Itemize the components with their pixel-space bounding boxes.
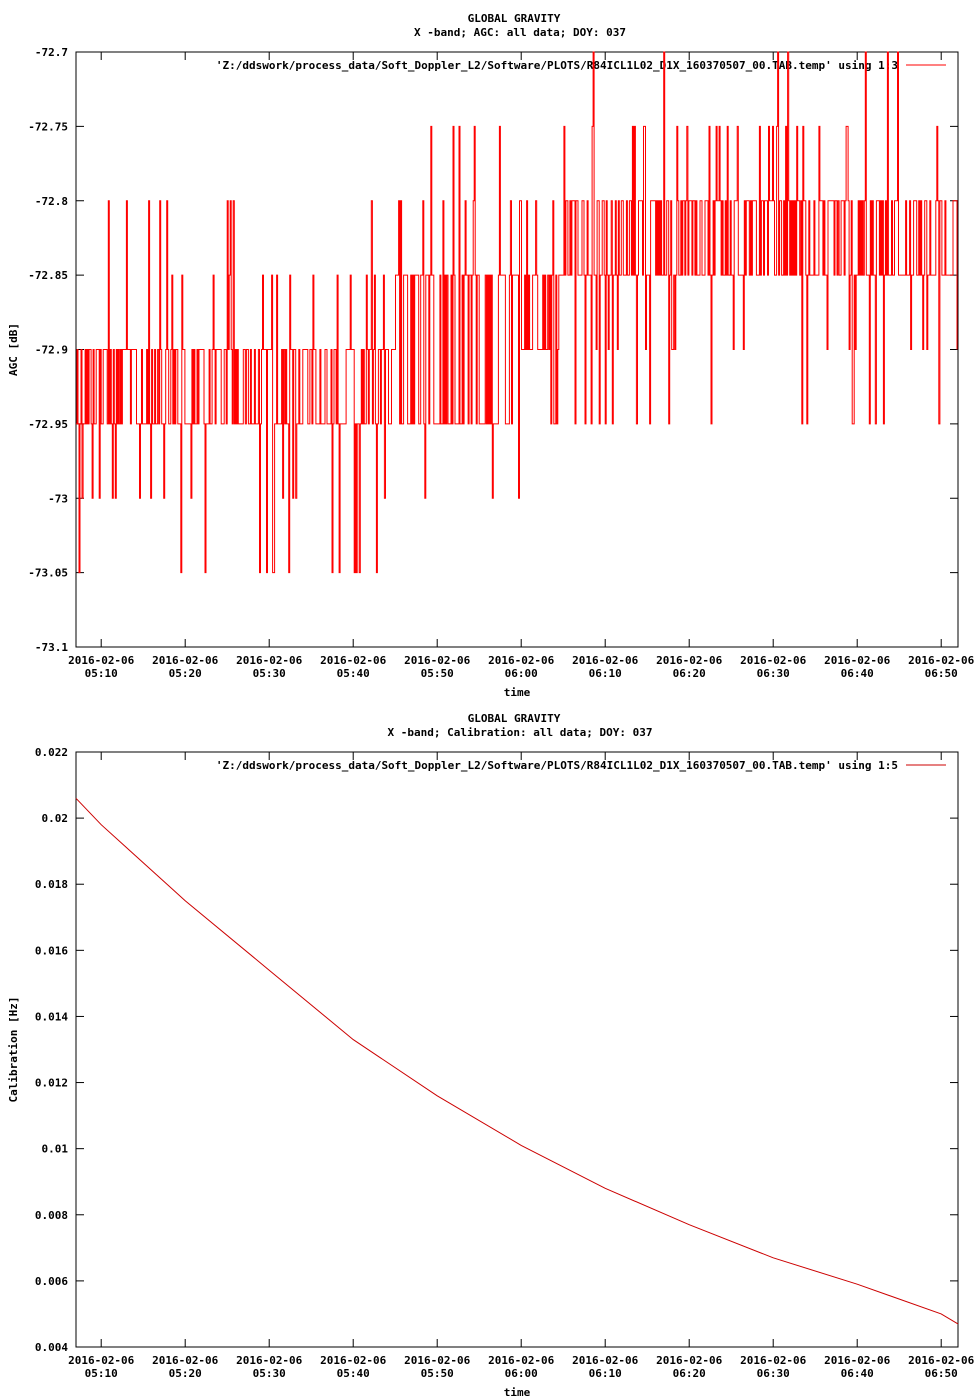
x-tick-time: 05:40	[337, 1367, 370, 1380]
x-tick-time: 06:00	[505, 667, 538, 680]
x-tick-date: 2016-02-06	[572, 1354, 639, 1367]
x-tick-date: 2016-02-06	[68, 654, 135, 667]
data-series-line	[76, 51, 958, 574]
x-tick-date: 2016-02-06	[488, 654, 555, 667]
x-tick-time: 05:50	[421, 667, 454, 680]
x-tick-time: 06:30	[757, 667, 790, 680]
x-tick-time: 05:20	[169, 1367, 202, 1380]
y-tick-label: -72.85	[28, 269, 68, 282]
x-tick-time: 06:10	[589, 667, 622, 680]
y-tick-label: -73.1	[35, 641, 68, 654]
y-tick-label: 0.022	[35, 746, 68, 759]
y-tick-label: -72.7	[35, 46, 68, 59]
y-tick-label: -72.75	[28, 120, 68, 133]
plot-frame	[75, 51, 959, 648]
x-tick-date: 2016-02-06	[908, 654, 975, 667]
x-tick-date: 2016-02-06	[740, 654, 807, 667]
x-tick-date: 2016-02-06	[656, 1354, 723, 1367]
chart-subtitle: X -band; Calibration: all data; DOY: 037	[388, 726, 653, 739]
x-tick-date: 2016-02-06	[236, 1354, 303, 1367]
x-tick-time: 05:30	[253, 1367, 286, 1380]
y-tick-label: 0.006	[35, 1275, 68, 1288]
plot-frame	[75, 751, 959, 1348]
x-tick-date: 2016-02-06	[236, 654, 303, 667]
y-tick-label: 0.012	[35, 1077, 68, 1090]
y-tick-label: 0.01	[42, 1143, 69, 1156]
x-tick-date: 2016-02-06	[572, 654, 639, 667]
chart-title: GLOBAL GRAVITY	[468, 12, 561, 25]
x-tick-time: 06:40	[841, 1367, 874, 1380]
x-tick-time: 06:20	[673, 1367, 706, 1380]
x-tick-time: 05:40	[337, 667, 370, 680]
data-series-line	[75, 797, 959, 1325]
x-tick-date: 2016-02-06	[320, 654, 387, 667]
legend-label: 'Z:/ddswork/process_data/Soft_Doppler_L2…	[216, 759, 898, 772]
x-tick-date: 2016-02-06	[152, 654, 219, 667]
x-tick-date: 2016-02-06	[320, 1354, 387, 1367]
x-tick-date: 2016-02-06	[404, 1354, 471, 1367]
y-tick-label: -72.95	[28, 418, 68, 431]
y-tick-label: 0.014	[35, 1010, 68, 1023]
calibration-chart-panel: GLOBAL GRAVITY X -band; Calibration: all …	[0, 700, 980, 1400]
x-tick-time: 06:20	[673, 667, 706, 680]
y-tick-label: 0.016	[35, 944, 68, 957]
x-tick-date: 2016-02-06	[824, 654, 891, 667]
chart-title: GLOBAL GRAVITY	[468, 712, 561, 725]
y-tick-label: 0.004	[35, 1341, 68, 1354]
y-tick-label: -72.8	[35, 195, 68, 208]
y-tick-label: 0.018	[35, 878, 68, 891]
x-axis-label: time	[504, 1386, 531, 1399]
x-tick-time: 06:10	[589, 1367, 622, 1380]
x-tick-date: 2016-02-06	[152, 1354, 219, 1367]
x-tick-date: 2016-02-06	[488, 1354, 555, 1367]
x-tick-date: 2016-02-06	[68, 1354, 135, 1367]
x-tick-date: 2016-02-06	[404, 654, 471, 667]
agc-chart-panel: GLOBAL GRAVITY X -band; AGC: all data; DO…	[7, 12, 975, 699]
chart-subtitle: X -band; AGC: all data; DOY: 037	[414, 26, 626, 39]
x-tick-time: 06:40	[841, 667, 874, 680]
y-tick-label: 0.02	[42, 812, 69, 825]
x-tick-time: 06:00	[505, 1367, 538, 1380]
y-axis-label: Calibration [Hz]	[7, 997, 20, 1103]
y-tick-label: 0.008	[35, 1209, 68, 1222]
x-tick-time: 05:10	[85, 1367, 118, 1380]
y-tick-label: -73	[48, 492, 68, 505]
x-tick-date: 2016-02-06	[656, 654, 723, 667]
x-tick-date: 2016-02-06	[908, 1354, 975, 1367]
x-tick-time: 05:50	[421, 1367, 454, 1380]
x-axis-label: time	[504, 686, 531, 699]
x-tick-time: 05:30	[253, 667, 286, 680]
y-tick-label: -73.05	[28, 567, 68, 580]
x-tick-date: 2016-02-06	[740, 1354, 807, 1367]
x-tick-time: 06:50	[925, 1367, 958, 1380]
x-tick-time: 05:20	[169, 667, 202, 680]
y-tick-label: -72.9	[35, 344, 68, 357]
x-tick-date: 2016-02-06	[824, 1354, 891, 1367]
x-tick-time: 06:30	[757, 1367, 790, 1380]
x-tick-time: 05:10	[85, 667, 118, 680]
x-tick-time: 06:50	[925, 667, 958, 680]
y-axis-label: AGC [dB]	[7, 323, 20, 376]
legend-label: 'Z:/ddswork/process_data/Soft_Doppler_L2…	[216, 59, 898, 72]
